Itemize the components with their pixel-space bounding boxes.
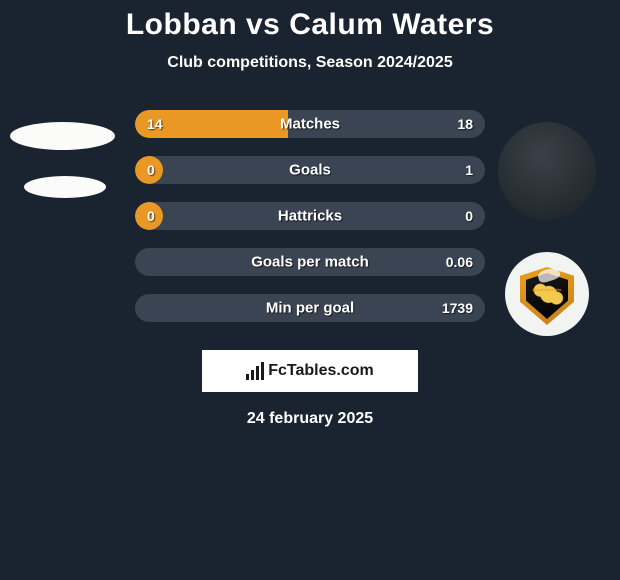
stat-label: Min per goal — [266, 300, 354, 317]
stat-left-value: 0 — [147, 162, 155, 178]
stat-row: 0 1 Goals — [135, 156, 485, 184]
stat-label: Matches — [280, 116, 340, 133]
left-team-badge-placeholder — [24, 176, 106, 198]
badge-text: Alloa Athletic — [516, 287, 578, 292]
stat-right-value: 0 — [465, 208, 473, 224]
stat-bars-container: 14 18 Matches 0 1 Goals 0 0 Hattricks 0.06 Goals p… — [135, 110, 485, 322]
right-player-avatar — [498, 122, 596, 220]
fctables-watermark: FcTables.com — [202, 350, 418, 392]
stat-label: Goals per match — [251, 254, 369, 271]
stat-right-value: 1 — [465, 162, 473, 178]
stat-row: 1739 Min per goal — [135, 294, 485, 322]
stat-left-value: 14 — [147, 116, 163, 132]
stat-label: Hattricks — [278, 208, 342, 225]
stat-left-value: 0 — [147, 208, 155, 224]
right-player-group: Alloa Athletic — [492, 122, 602, 336]
stat-right-value: 18 — [457, 116, 473, 132]
page-title: Lobban vs Calum Waters — [126, 8, 494, 42]
stat-right-value: 1739 — [442, 300, 473, 316]
stat-row: 14 18 Matches — [135, 110, 485, 138]
fctables-label: FcTables.com — [268, 362, 374, 380]
left-player-group — [10, 122, 120, 198]
right-team-badge: Alloa Athletic — [505, 252, 589, 336]
stat-row: 0 0 Hattricks — [135, 202, 485, 230]
stat-right-value: 0.06 — [446, 254, 473, 270]
stat-label: Goals — [289, 162, 331, 179]
bars-icon — [246, 362, 264, 380]
subtitle: Club competitions, Season 2024/2025 — [167, 54, 452, 72]
date-line: 24 february 2025 — [247, 410, 373, 428]
left-player-avatar-placeholder — [10, 122, 115, 150]
stat-row: 0.06 Goals per match — [135, 248, 485, 276]
